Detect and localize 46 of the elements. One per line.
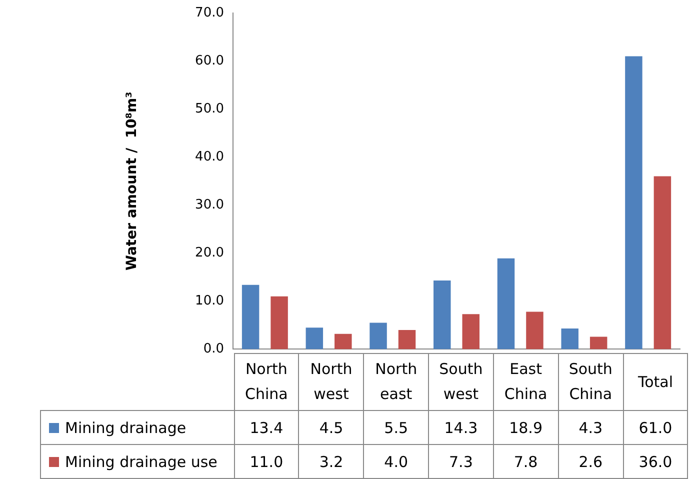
- data-label: 3.2: [298, 444, 364, 478]
- y-tick-label: 0.0: [203, 342, 224, 357]
- x-tick-label: North east: [364, 354, 429, 410]
- bar: [625, 56, 642, 350]
- x-tick-label: East China: [493, 354, 558, 410]
- data-label: 4.0: [364, 444, 429, 478]
- data-label: 4.3: [558, 410, 624, 444]
- x-tick-label: South China: [558, 354, 624, 410]
- bar: [526, 312, 544, 350]
- y-tick-label: 50.0: [195, 101, 224, 116]
- data-label: 11.0: [234, 444, 299, 478]
- bar: [370, 322, 387, 350]
- x-tick-label: North west: [298, 354, 364, 410]
- y-tick-label: 60.0: [195, 53, 224, 68]
- y-tick-label: 10.0: [195, 294, 224, 309]
- legend-label: Mining drainage use: [40, 444, 234, 478]
- data-label: 61.0: [623, 410, 688, 444]
- bar: [561, 328, 578, 350]
- x-tick-label: South west: [428, 354, 494, 410]
- bar: [434, 280, 451, 350]
- bar: [270, 296, 288, 350]
- y-axis-title: Water amount / 10⁸m³: [124, 92, 140, 270]
- bar: [398, 330, 416, 350]
- y-tick-label: 40.0: [195, 149, 224, 164]
- data-label: 7.8: [493, 444, 558, 478]
- legend-label: Mining drainage: [40, 410, 234, 444]
- bar: [497, 258, 515, 350]
- data-label: 2.6: [558, 444, 624, 478]
- data-label: 36.0: [623, 444, 688, 478]
- bar: [242, 284, 260, 350]
- bar: [590, 336, 608, 350]
- data-label: 13.4: [234, 410, 299, 444]
- x-tick-label: North China: [234, 354, 299, 410]
- x-tick-label: Total: [623, 354, 688, 410]
- bar: [654, 176, 672, 350]
- y-tick-label: 20.0: [195, 246, 224, 261]
- data-label: 7.3: [428, 444, 494, 478]
- data-label: 18.9: [493, 410, 558, 444]
- bar: [334, 334, 352, 350]
- data-label: 4.5: [298, 410, 364, 444]
- data-label: 5.5: [364, 410, 429, 444]
- bar: [306, 328, 324, 350]
- y-tick-label: 30.0: [195, 197, 224, 212]
- y-tick-label: 70.0: [195, 5, 224, 20]
- data-label: 14.3: [428, 410, 494, 444]
- bar: [462, 314, 480, 350]
